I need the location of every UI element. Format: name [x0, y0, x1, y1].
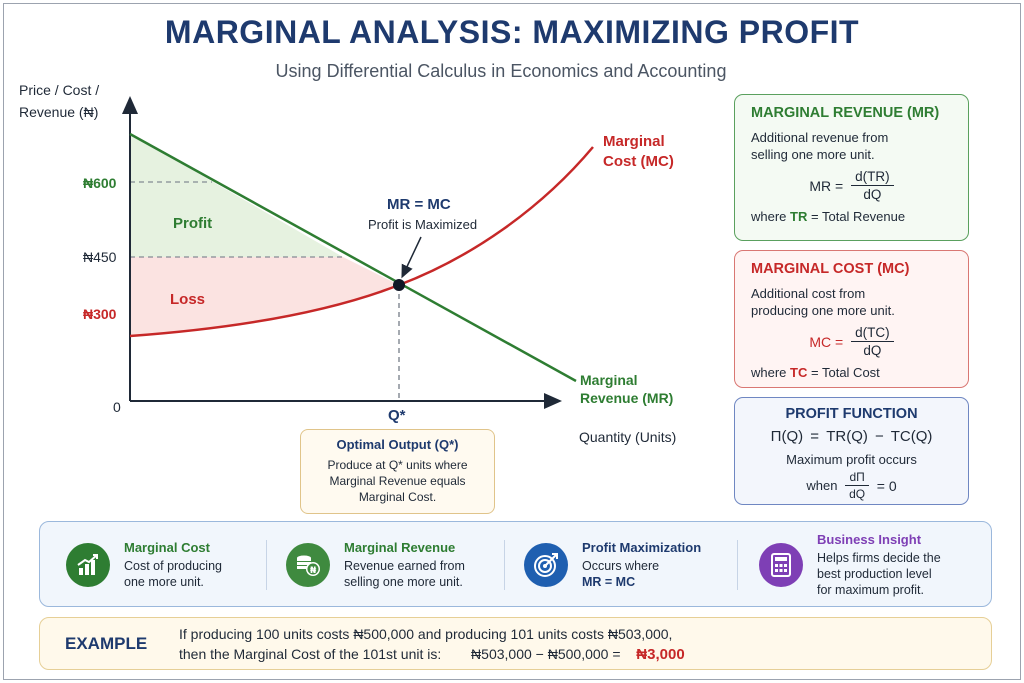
- feature-title: Business Insight: [817, 532, 922, 547]
- profit-function-card: PROFIT FUNCTION Π(Q) = TR(Q) − TC(Q) Max…: [734, 397, 969, 505]
- x-axis-label: Quantity (Units): [579, 429, 676, 445]
- mr-denominator: dQ: [863, 187, 882, 202]
- y-axis-label-1: Price / Cost /: [19, 82, 99, 98]
- mr-curve: [129, 132, 577, 383]
- mc-formula: MC = d(TC) dQ: [751, 325, 952, 358]
- mr-label-2: Revenue (MR): [580, 390, 673, 406]
- feature-business-insight: Business Insight Helps firms decide the …: [759, 522, 941, 608]
- feature-title: Marginal Cost: [124, 540, 210, 555]
- mc-label-1: Marginal: [603, 133, 665, 150]
- optimal-output-box: Optimal Output (Q*) Produce at Q* units …: [300, 429, 495, 514]
- mr-label-1: Marginal: [580, 372, 638, 388]
- feature-profit-maximization: Profit Maximization Occurs where MR = MC: [524, 522, 701, 608]
- profit-card-line: Maximum profit occurs: [786, 452, 917, 467]
- bar-chart-icon: [66, 543, 110, 587]
- optimal-output-line: Produce at Q* units where: [327, 458, 468, 472]
- eq-label: MR = MC: [387, 196, 451, 213]
- feature-marginal-cost: Marginal Cost Cost of producing one more…: [66, 522, 222, 608]
- mr-card-desc: Additional revenue from: [751, 130, 889, 145]
- example-line-2-text: then the Marginal Cost of the 101st unit…: [179, 646, 442, 662]
- feature-text: selling one more unit.: [344, 575, 463, 589]
- loss-region: [130, 257, 399, 336]
- page-title: MARGINAL ANALYSIS: MAXIMIZING PROFIT: [164, 14, 860, 50]
- coins-icon: ₦: [286, 543, 330, 587]
- profit-card-title: PROFIT FUNCTION: [785, 406, 918, 422]
- mr-card-title: MARGINAL REVENUE (MR): [751, 105, 940, 121]
- feature-text: Cost of producing: [124, 559, 222, 573]
- feature-title: Profit Maximization: [582, 540, 702, 555]
- mr-formula: MR = d(TR) dQ: [751, 169, 952, 202]
- origin-label: 0: [113, 399, 121, 415]
- divider: [504, 540, 505, 590]
- marginal-cost-card: MARGINAL COST (MC) Additional cost from …: [734, 250, 969, 388]
- equilibrium-point: [393, 279, 405, 291]
- mc-where: where TC = Total Cost: [751, 365, 880, 380]
- mr-where: where TR = Total Revenue: [751, 209, 906, 224]
- feature-marginal-revenue: ₦ Marginal Revenue Revenue earned from s…: [286, 522, 465, 608]
- mr-numerator: d(TR): [851, 169, 894, 186]
- feature-text: one more unit.: [124, 575, 204, 589]
- eq-pointer-arrow: [401, 236, 422, 279]
- example-result: ₦3,000: [636, 646, 685, 663]
- profit-condition: when dΠ dQ = 0: [751, 470, 952, 501]
- mr-card-desc: selling one more unit.: [751, 147, 875, 162]
- tick-450: ₦450: [83, 249, 117, 265]
- svg-text:₦: ₦: [310, 566, 317, 576]
- profit-rhs: = 0: [876, 477, 897, 494]
- mc-formula-lhs: MC =: [809, 333, 844, 350]
- profit-numerator: dΠ: [845, 470, 869, 486]
- mc-card-title: MARGINAL COST (MC): [751, 261, 910, 277]
- mr-fraction: d(TR) dQ: [851, 169, 894, 202]
- tick-300: ₦300: [83, 306, 117, 322]
- y-axis-label-2: Revenue (₦): [19, 104, 98, 120]
- mr-formula-lhs: MR =: [809, 177, 844, 194]
- profit-denominator: dQ: [849, 487, 866, 501]
- page-subtitle: Using Differential Calculus in Economics…: [275, 61, 727, 81]
- feature-text: best production level: [817, 567, 932, 581]
- qstar-label: Q*: [388, 407, 406, 424]
- target-icon: [524, 543, 568, 587]
- feature-text: MR = MC: [582, 575, 636, 589]
- mc-denominator: dQ: [863, 343, 882, 358]
- mc-card-desc: Additional cost from: [751, 286, 866, 301]
- feature-text: Helps firms decide the: [817, 551, 941, 565]
- eq-sub-label: Profit is Maximized: [368, 217, 477, 232]
- example-label: EXAMPLE: [65, 634, 148, 653]
- feature-text: for maximum profit.: [817, 583, 924, 597]
- feature-strip: Marginal Cost Cost of producing one more…: [39, 521, 992, 607]
- profit-label: Profit: [173, 215, 212, 232]
- loss-label: Loss: [170, 291, 205, 308]
- divider: [266, 540, 267, 590]
- optimal-output-line: Marginal Revenue equals: [329, 474, 466, 488]
- feature-text: Revenue earned from: [344, 559, 465, 573]
- mc-fraction: d(TC) dQ: [851, 325, 894, 358]
- profit-formula: Π(Q) = TR(Q) − TC(Q): [770, 428, 933, 445]
- feature-title: Marginal Revenue: [344, 540, 456, 555]
- feature-text: Occurs where: [582, 559, 660, 573]
- optimal-output-line: Marginal Cost.: [358, 490, 437, 504]
- example-box: EXAMPLE If producing 100 units costs ₦50…: [39, 617, 992, 670]
- tick-600: ₦600: [83, 175, 117, 191]
- divider: [737, 540, 738, 590]
- example-line-2: then the Marginal Cost of the 101st unit…: [179, 646, 685, 663]
- example-calc: ₦503,000 − ₦500,000 =: [471, 646, 621, 662]
- mc-numerator: d(TC): [851, 325, 894, 342]
- profit-when: when: [806, 478, 838, 493]
- calculator-icon: [759, 543, 803, 587]
- marginal-revenue-card: MARGINAL REVENUE (MR) Additional revenue…: [734, 94, 969, 241]
- mc-label-2: Cost (MC): [603, 153, 674, 170]
- profit-fraction: dΠ dQ: [845, 470, 869, 501]
- mc-card-desc: producing one more unit.: [751, 303, 895, 318]
- example-line-1: If producing 100 units costs ₦500,000 an…: [179, 626, 673, 642]
- optimal-output-title: Optimal Output (Q*): [336, 437, 459, 452]
